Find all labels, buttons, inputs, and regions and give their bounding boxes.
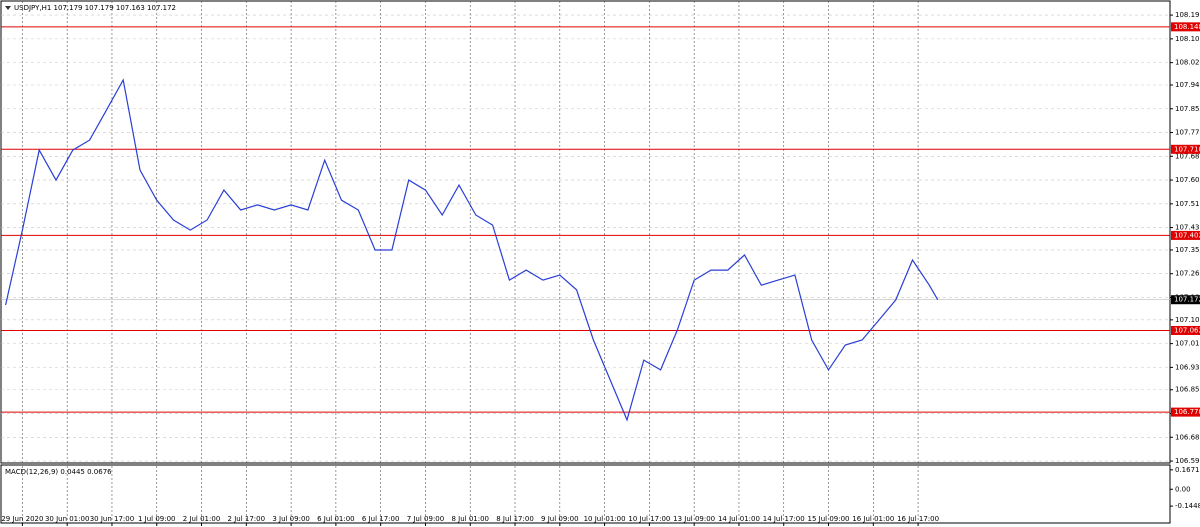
y-tick-label: 107.685 xyxy=(1175,152,1200,160)
level-label: 108.148 xyxy=(1174,23,1200,31)
y-tick-label: 108.190 xyxy=(1175,11,1200,19)
y-tick-label: 107.515 xyxy=(1175,200,1200,208)
price-label: 107.172 xyxy=(1174,296,1200,304)
x-tick-label: 9 Jul 09:00 xyxy=(541,515,579,523)
main-pane xyxy=(0,0,1171,464)
level-tag xyxy=(1171,230,1200,240)
x-tick-label: 3 Jul 09:00 xyxy=(272,515,310,523)
level-tag xyxy=(1171,144,1200,154)
y-tick-label: 107.015 xyxy=(1175,340,1200,348)
y-tick-label: 108.020 xyxy=(1175,59,1200,67)
y-tick-label: 107.100 xyxy=(1175,316,1200,324)
x-tick-label: 15 Jul 09:00 xyxy=(808,515,850,523)
y-tick-label: 107.430 xyxy=(1175,224,1200,232)
menu-arrow[interactable] xyxy=(5,6,11,10)
x-tick-label: 16 Jul 17:00 xyxy=(897,515,939,523)
y-tick-label: 106.850 xyxy=(1175,386,1200,394)
x-tick-label: 1 Jul 09:00 xyxy=(138,515,176,523)
y-tick-label: 106.680 xyxy=(1175,433,1200,441)
level-tag xyxy=(1171,22,1200,32)
x-tick-label: 2 Jul 01:00 xyxy=(183,515,221,523)
x-tick-label: 6 Jul 17:00 xyxy=(362,515,400,523)
y-tick-label: 106.595 xyxy=(1175,457,1200,465)
indicator-title: MACD(12,26,9) 0.0445 0.0676 xyxy=(5,468,112,476)
y-tick-label: 0.1671 xyxy=(1175,466,1200,474)
x-tick-label: 2 Jul 17:00 xyxy=(228,515,266,523)
x-tick-label: 8 Jul 17:00 xyxy=(496,515,534,523)
y-tick-label: 107.265 xyxy=(1175,270,1200,278)
level-tag xyxy=(1171,407,1200,417)
x-tick-label: 30 Jun 17:00 xyxy=(90,515,134,523)
x-tick-label: 10 Jul 01:00 xyxy=(584,515,626,523)
indicator-pane xyxy=(0,464,1171,524)
level-label: 107.710 xyxy=(1174,145,1200,153)
x-tick-label: 29 Jun 2020 xyxy=(1,515,43,523)
x-tick-label: 16 Jul 01:00 xyxy=(852,515,894,523)
chart-title: USDJPY,H1 107.179 107.179 107.163 107.17… xyxy=(14,4,176,12)
y-tick-label: 107.600 xyxy=(1175,176,1200,184)
x-tick-label: 30 Jun 01:00 xyxy=(45,515,89,523)
y-tick-label: 107.855 xyxy=(1175,105,1200,113)
y-tick-label: 106.930 xyxy=(1175,363,1200,371)
level-label: 107.062 xyxy=(1174,326,1200,334)
x-tick-label: 8 Jul 01:00 xyxy=(451,515,489,523)
level-label: 106.770 xyxy=(1174,408,1200,416)
x-tick-label: 14 Jul 17:00 xyxy=(763,515,805,523)
y-tick-label: 107.940 xyxy=(1175,81,1200,89)
y-tick-label: 108.105 xyxy=(1175,35,1200,43)
y-tick-label: 0.00 xyxy=(1175,485,1191,493)
x-tick-label: 6 Jul 01:00 xyxy=(317,515,355,523)
y-tick-label: -0.1448 xyxy=(1175,502,1200,510)
price-line-series xyxy=(5,78,939,422)
x-tick-label: 7 Jul 09:00 xyxy=(407,515,445,523)
x-tick-label: 10 Jul 17:00 xyxy=(628,515,670,523)
level-tag xyxy=(1171,325,1200,335)
x-tick-label: 14 Jul 01:00 xyxy=(718,515,760,523)
x-tick-label: 13 Jul 09:00 xyxy=(673,515,715,523)
y-tick-label: 107.770 xyxy=(1175,129,1200,137)
level-label: 107.402 xyxy=(1174,231,1200,239)
y-tick-label: 107.350 xyxy=(1175,246,1200,254)
price-tag xyxy=(1171,295,1200,305)
